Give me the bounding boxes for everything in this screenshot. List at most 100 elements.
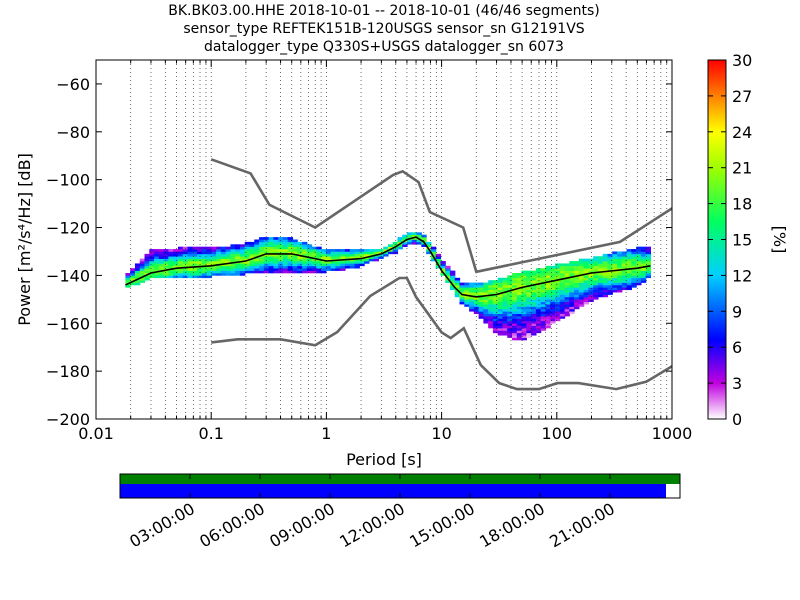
density-cell <box>640 261 647 264</box>
density-cell <box>569 268 575 271</box>
density-cell <box>559 306 566 310</box>
density-cell <box>559 296 566 300</box>
density-cell <box>574 292 580 295</box>
density-cell <box>287 244 294 247</box>
density-cell <box>569 289 575 293</box>
density-cell <box>564 306 570 310</box>
density-cell <box>244 261 251 264</box>
density-cell <box>168 258 174 262</box>
density-cell <box>564 273 570 276</box>
y-tick-label: −140 <box>46 266 90 285</box>
density-cell <box>521 328 527 331</box>
density-cell <box>292 251 298 255</box>
density-cell <box>617 287 623 291</box>
density-cell <box>540 318 547 322</box>
density-cell <box>206 265 212 269</box>
density-cell <box>182 268 189 271</box>
density-cell <box>497 313 504 317</box>
density-cell <box>287 265 294 269</box>
density-cell <box>387 244 394 247</box>
density-cell <box>230 251 236 255</box>
density-cell <box>144 261 150 264</box>
density-cell <box>464 292 470 295</box>
density-cell <box>559 301 566 305</box>
density-cell <box>254 268 260 271</box>
density-cell <box>602 292 609 295</box>
y-tick-label: −180 <box>46 362 90 381</box>
density-cell <box>626 253 632 257</box>
density-cell <box>173 268 179 271</box>
density-cell <box>335 263 341 267</box>
density-cell <box>564 304 570 307</box>
density-cell <box>354 249 360 252</box>
density-cell <box>335 256 341 259</box>
density-cell <box>636 246 642 250</box>
density-cell <box>507 316 513 319</box>
density-cell <box>192 253 198 257</box>
density-cell <box>583 280 589 283</box>
density-cell <box>497 287 504 291</box>
density-cell <box>225 268 232 271</box>
density-cell <box>540 313 547 317</box>
density-cell <box>125 273 131 276</box>
density-cell <box>526 301 532 305</box>
density-cell <box>540 299 547 303</box>
density-cell <box>593 256 599 259</box>
density-cell <box>507 313 513 317</box>
density-cell <box>259 237 265 240</box>
colorbar-tick-label: 0 <box>732 410 742 429</box>
density-cell <box>259 256 265 259</box>
density-cell <box>607 270 613 274</box>
density-cell <box>531 294 537 298</box>
density-cell <box>574 277 580 281</box>
density-cell <box>550 311 556 314</box>
density-cell <box>263 268 270 271</box>
density-cell <box>192 256 198 259</box>
density-cell <box>321 253 327 257</box>
density-cell <box>478 304 484 307</box>
density-cell <box>197 253 203 257</box>
density-cell <box>144 263 150 267</box>
density-cell <box>521 316 527 319</box>
density-cell <box>292 249 298 252</box>
density-cell <box>268 249 274 252</box>
density-cell <box>512 325 518 329</box>
density-cell <box>445 275 451 279</box>
density-cell <box>154 273 160 276</box>
density-cell <box>483 289 489 293</box>
density-cell <box>564 280 570 283</box>
density-cell <box>173 261 179 264</box>
density-cell <box>278 241 284 245</box>
y-tick-label: −120 <box>46 219 90 238</box>
density-cell <box>516 296 523 300</box>
density-cell <box>597 256 604 259</box>
density-cell <box>526 270 532 274</box>
density-cell <box>316 256 322 259</box>
density-cell <box>282 256 289 259</box>
density-cell <box>535 289 542 293</box>
density-cell <box>483 292 489 295</box>
density-cell <box>564 287 570 291</box>
density-cell <box>421 244 427 247</box>
density-cell <box>273 265 279 269</box>
density-cell <box>254 253 260 257</box>
density-cell <box>235 273 241 276</box>
density-cell <box>492 284 499 288</box>
density-cell <box>216 265 222 269</box>
density-cell <box>602 258 609 262</box>
density-cell <box>330 251 337 255</box>
density-cell <box>492 289 499 293</box>
density-cell <box>282 251 289 255</box>
density-cell <box>473 306 480 310</box>
density-cell <box>569 306 575 310</box>
density-cell <box>464 301 470 305</box>
density-cell <box>163 253 169 257</box>
density-cell <box>244 265 251 269</box>
density-cell <box>512 308 518 312</box>
density-cell <box>158 268 165 271</box>
density-cell <box>368 256 375 259</box>
density-cell <box>521 277 527 281</box>
density-cell <box>574 301 580 305</box>
density-cell <box>550 318 556 322</box>
